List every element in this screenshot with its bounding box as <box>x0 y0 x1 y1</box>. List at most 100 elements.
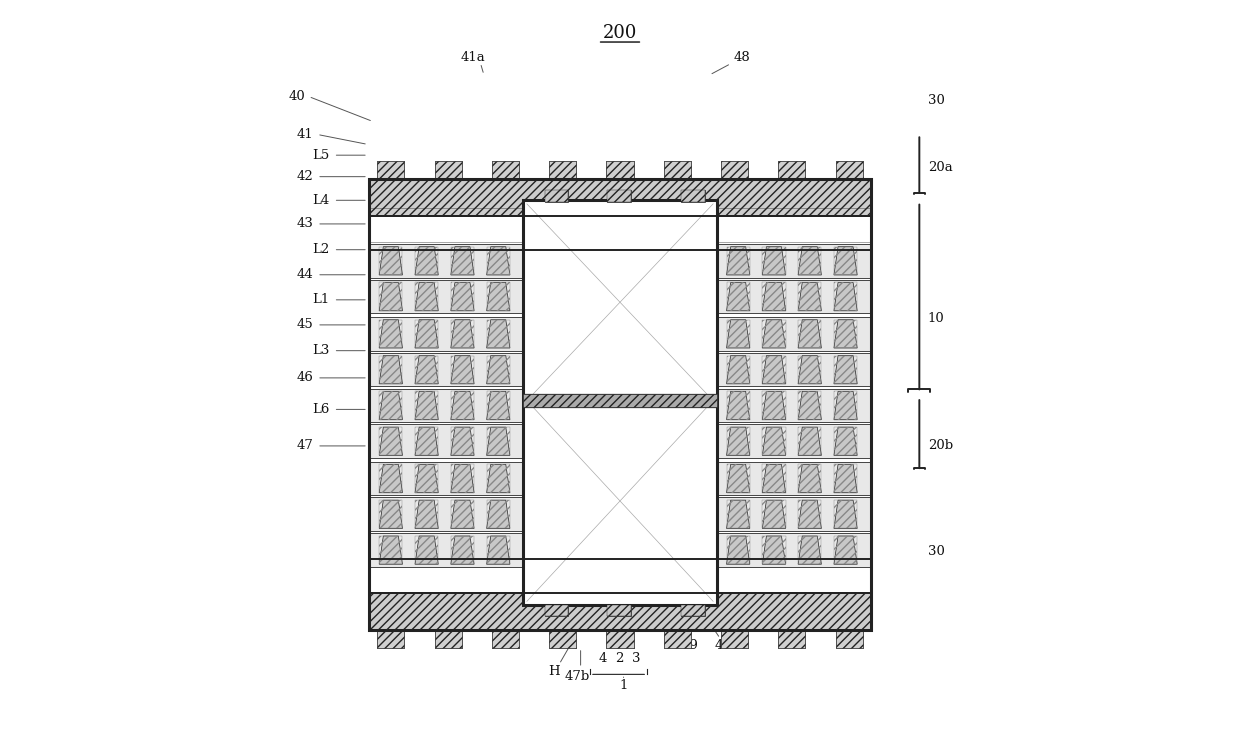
Polygon shape <box>486 356 510 384</box>
Bar <box>727 500 750 529</box>
Text: 46: 46 <box>296 372 314 385</box>
Bar <box>727 320 750 348</box>
Bar <box>763 356 786 384</box>
Bar <box>727 356 750 384</box>
Polygon shape <box>835 247 857 275</box>
Polygon shape <box>727 356 750 384</box>
Bar <box>370 593 870 630</box>
Text: 30: 30 <box>928 93 945 107</box>
Polygon shape <box>486 427 510 456</box>
Bar <box>799 500 821 529</box>
Polygon shape <box>727 391 750 420</box>
Text: L5: L5 <box>312 149 330 161</box>
Polygon shape <box>486 391 510 420</box>
Polygon shape <box>727 536 750 564</box>
Bar <box>835 320 857 348</box>
Polygon shape <box>379 283 403 311</box>
Text: 10: 10 <box>928 312 945 325</box>
Polygon shape <box>415 320 438 348</box>
Bar <box>486 391 510 420</box>
Bar <box>779 161 806 179</box>
Bar <box>451 500 474 529</box>
Bar <box>370 280 523 313</box>
Bar <box>434 161 461 179</box>
Polygon shape <box>379 500 403 529</box>
Polygon shape <box>763 500 786 529</box>
Bar <box>451 247 474 275</box>
Bar <box>415 391 438 420</box>
Polygon shape <box>451 320 474 348</box>
Bar <box>523 394 717 407</box>
Bar <box>720 161 748 179</box>
Polygon shape <box>486 320 510 348</box>
Bar <box>544 190 568 202</box>
Text: 3: 3 <box>631 652 640 665</box>
Bar <box>370 244 523 277</box>
Polygon shape <box>486 283 510 311</box>
Polygon shape <box>763 391 786 420</box>
Bar <box>779 630 806 648</box>
Polygon shape <box>379 427 403 456</box>
Bar <box>836 161 863 179</box>
Polygon shape <box>451 464 474 493</box>
Polygon shape <box>727 320 750 348</box>
Bar <box>717 388 870 422</box>
Bar <box>727 283 750 311</box>
Polygon shape <box>727 427 750 456</box>
Bar <box>608 190 631 202</box>
Bar <box>717 244 870 277</box>
Bar <box>415 500 438 529</box>
Text: 40: 40 <box>288 90 305 103</box>
Polygon shape <box>415 536 438 564</box>
Bar <box>379 283 403 311</box>
Bar <box>836 161 863 179</box>
Bar <box>717 534 870 567</box>
Bar <box>434 161 461 179</box>
Text: 43: 43 <box>296 218 314 231</box>
Polygon shape <box>835 283 857 311</box>
Polygon shape <box>763 283 786 311</box>
Bar <box>377 161 404 179</box>
Text: 47b: 47b <box>564 670 590 683</box>
Bar <box>835 536 857 564</box>
Polygon shape <box>451 356 474 384</box>
Polygon shape <box>799 356 821 384</box>
Bar <box>727 536 750 564</box>
Bar <box>379 247 403 275</box>
Polygon shape <box>799 320 821 348</box>
Bar <box>835 391 857 420</box>
Polygon shape <box>379 356 403 384</box>
Polygon shape <box>763 247 786 275</box>
Bar <box>763 320 786 348</box>
Polygon shape <box>835 320 857 348</box>
Bar <box>379 500 403 529</box>
Text: 42: 42 <box>296 170 314 183</box>
Polygon shape <box>451 283 474 311</box>
Bar <box>608 190 631 202</box>
Bar <box>415 320 438 348</box>
Polygon shape <box>799 391 821 420</box>
Bar <box>486 283 510 311</box>
Bar <box>663 161 691 179</box>
Bar <box>763 391 786 420</box>
Bar <box>370 317 523 350</box>
Bar <box>370 179 870 630</box>
Bar <box>486 356 510 384</box>
Polygon shape <box>763 320 786 348</box>
Bar <box>451 356 474 384</box>
Polygon shape <box>835 464 857 493</box>
Bar <box>486 427 510 456</box>
Bar <box>486 500 510 529</box>
Bar <box>681 605 704 615</box>
Bar <box>663 630 691 648</box>
Bar <box>606 161 634 179</box>
Bar <box>727 247 750 275</box>
Bar <box>451 464 474 493</box>
Bar <box>379 464 403 493</box>
Polygon shape <box>799 247 821 275</box>
Bar <box>492 630 520 648</box>
Bar <box>486 464 510 493</box>
Bar <box>370 534 523 567</box>
Text: 47a: 47a <box>434 639 459 652</box>
Bar <box>763 500 786 529</box>
